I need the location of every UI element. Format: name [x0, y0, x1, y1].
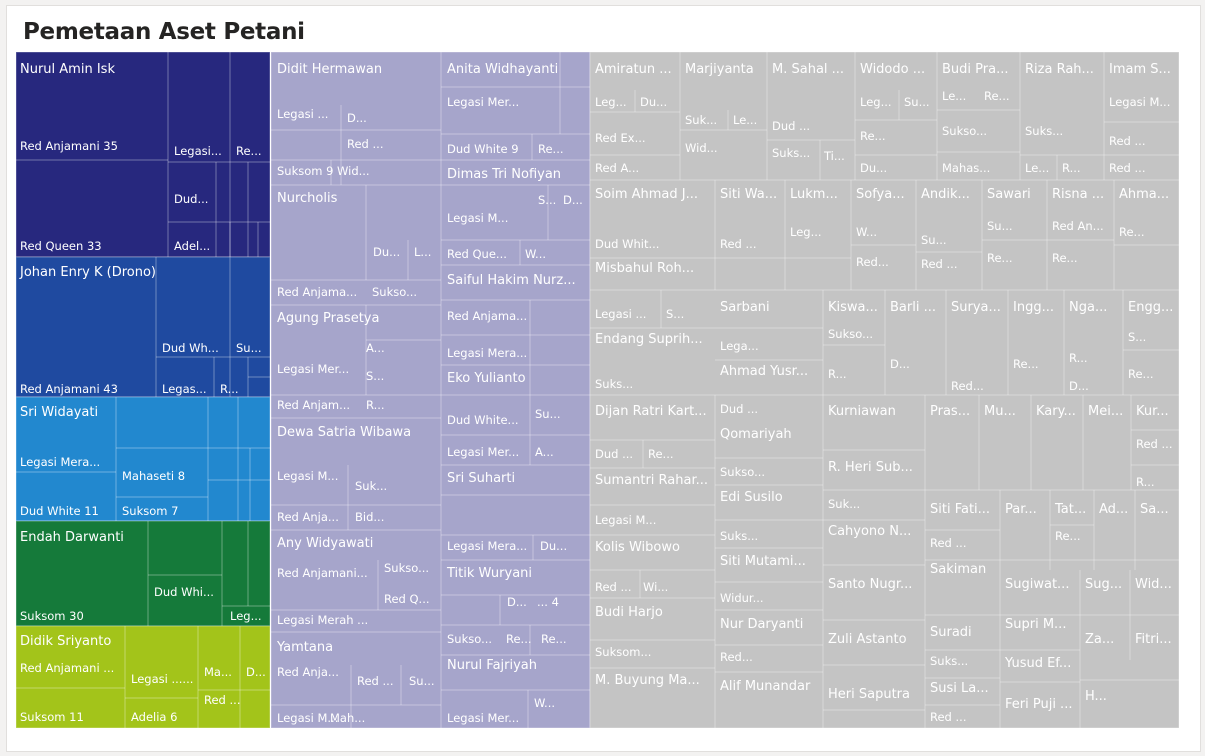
- group-tile[interactable]: [589, 51, 1180, 729]
- group-tile[interactable]: [15, 51, 271, 258]
- group-tile[interactable]: [15, 625, 271, 729]
- group-tile[interactable]: [15, 256, 271, 398]
- group-tile[interactable]: [15, 396, 271, 522]
- chart-title: Pemetaan Aset Petani: [23, 19, 305, 45]
- group-tile[interactable]: [270, 51, 591, 729]
- group-tile[interactable]: [15, 520, 271, 627]
